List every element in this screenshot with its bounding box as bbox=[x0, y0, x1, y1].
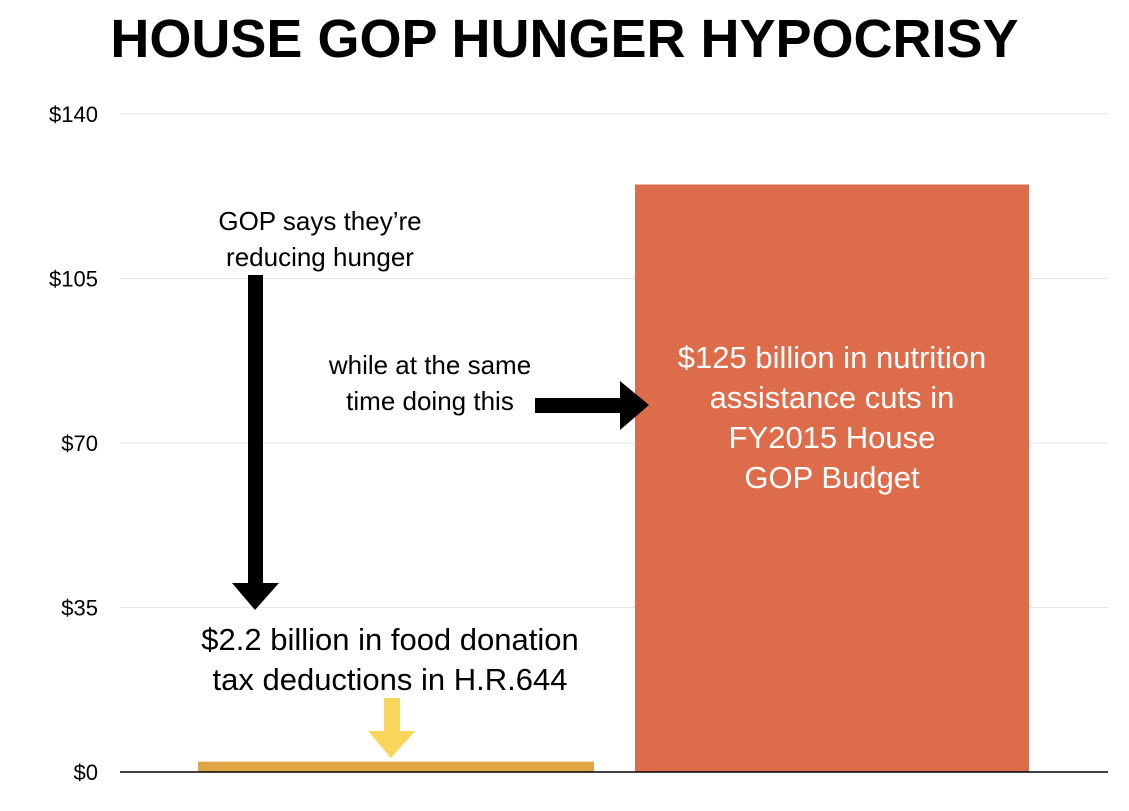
yellow-down-arrow-icon bbox=[368, 698, 415, 758]
annotation-line: while at the same bbox=[328, 350, 532, 380]
y-tick-label: $70 bbox=[61, 431, 98, 456]
annotation-line: time doing this bbox=[346, 386, 514, 416]
bar bbox=[198, 761, 594, 772]
annotation-line: tax deductions in H.R.644 bbox=[212, 662, 568, 697]
y-tick-label: $0 bbox=[74, 760, 98, 785]
bars bbox=[198, 184, 1029, 772]
right-arrow-icon bbox=[535, 381, 649, 430]
annotation-line: GOP Budget bbox=[744, 460, 920, 495]
annotation-line: $2.2 billion in food donation bbox=[201, 622, 579, 657]
gop-says-annotation: GOP says they’re reducing hunger bbox=[180, 203, 460, 275]
left-bar-label: $2.2 billion in food donation tax deduct… bbox=[150, 620, 630, 700]
annotation-line: $125 billion in nutrition bbox=[677, 340, 987, 375]
y-axis-ticks: $0 $35 $70 $105 $140 bbox=[49, 102, 98, 785]
bar bbox=[635, 184, 1029, 772]
down-arrow-icon bbox=[232, 275, 279, 610]
annotation-line: assistance cuts in bbox=[709, 380, 955, 415]
right-bar-label: $125 billion in nutrition assistance cut… bbox=[635, 338, 1029, 498]
while-same-time-annotation: while at the same time doing this bbox=[300, 347, 560, 419]
chart-title: HOUSE GOP HUNGER HYPOCRISY bbox=[110, 9, 1019, 69]
annotation-line: FY2015 House bbox=[728, 420, 936, 455]
y-tick-label: $105 bbox=[49, 267, 98, 292]
y-tick-label: $35 bbox=[61, 596, 98, 621]
annotation-line: GOP says they’re bbox=[218, 206, 422, 236]
y-tick-label: $140 bbox=[49, 102, 98, 127]
annotation-line: reducing hunger bbox=[226, 242, 414, 272]
